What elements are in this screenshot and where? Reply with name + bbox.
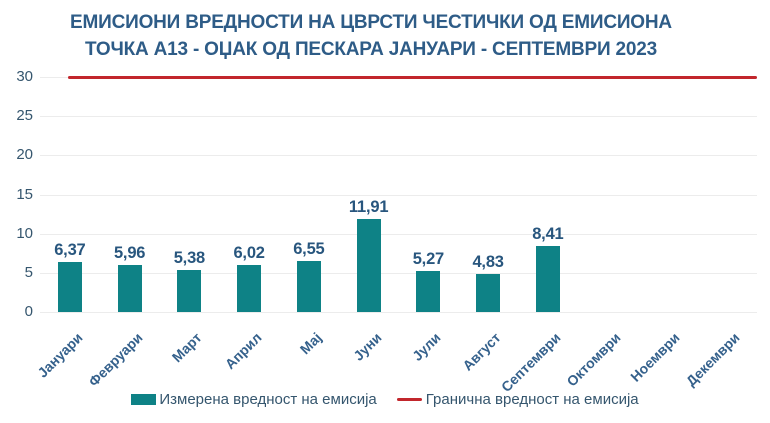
bar-value-label: 6,37 [54, 241, 86, 260]
measured-bar [177, 269, 202, 312]
gridline [40, 194, 757, 196]
measured-bar [237, 264, 262, 312]
measured-bar [296, 260, 321, 312]
gridline [40, 233, 757, 235]
y-tick-label: 25 [16, 107, 33, 125]
legend-item-limit: Гранична вредност на емисија [396, 391, 639, 408]
measured-bar [535, 246, 560, 312]
bar-value-label: 6,02 [233, 243, 265, 262]
bar-value-label: 6,55 [293, 239, 325, 258]
y-tick-label: 15 [16, 185, 33, 203]
chart-title-line1: ЕМИСИОНИ ВРЕДНОСТИ НА ЦВРСТИ ЧЕСТИЧКИ ОД… [70, 12, 672, 33]
gridline [40, 312, 757, 313]
line-swatch-icon [396, 397, 422, 402]
measured-bar [476, 274, 501, 312]
gridline [40, 155, 757, 157]
bar-value-label: 11,91 [348, 197, 389, 216]
y-tick-label: 20 [16, 146, 33, 164]
y-tick-label: 5 [24, 263, 33, 281]
y-tick-label: 10 [16, 224, 33, 242]
bar-swatch-icon [131, 394, 157, 405]
bar-value-label: 5,96 [113, 244, 146, 263]
bar-value-label: 8,41 [532, 225, 564, 244]
measured-bar [57, 262, 82, 312]
limit-line [68, 75, 757, 79]
gridline [40, 272, 757, 274]
legend-label-limit: Гранична вредност на емисија [425, 391, 639, 408]
gridline [40, 116, 757, 118]
measured-bar [117, 265, 142, 312]
chart-title: ЕМИСИОНИ ВРЕДНОСТИ НА ЦВРСТИ ЧЕСТИЧКИ ОД… [0, 9, 742, 63]
measured-bar [356, 218, 381, 312]
bar-value-label: 5,38 [173, 248, 206, 267]
legend-item-measured: Измерена вредност на емисија [131, 391, 377, 408]
measured-bar [416, 270, 441, 312]
chart-title-line2: ТОЧКА А13 - ОЏАК ОД ПЕСКАРА ЈАНУАРИ - СЕ… [84, 39, 658, 60]
bar-value-label: 4,83 [472, 253, 504, 272]
bar-value-label: 5,27 [412, 249, 445, 268]
y-tick-label: 0 [24, 303, 33, 320]
legend: Измерена вредност на емисија Гранична вр… [0, 391, 770, 408]
y-tick-label: 30 [16, 68, 33, 85]
legend-label-measured: Измерена вредност на емисија [159, 391, 377, 408]
